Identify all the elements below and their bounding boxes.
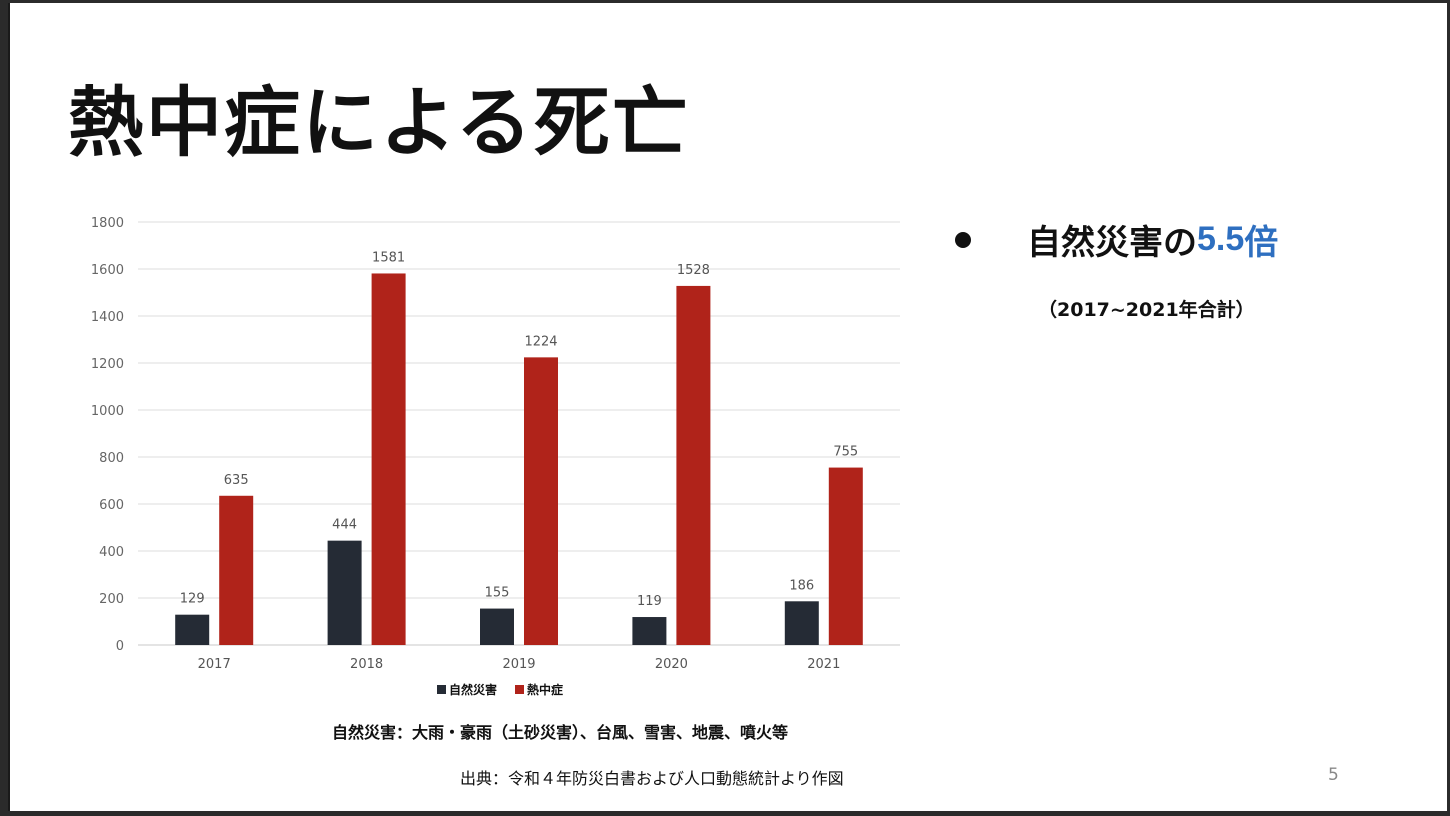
bullet-subnote: （2017~2021年合計） — [1038, 299, 1255, 321]
legend-swatch — [437, 685, 446, 694]
page-number: 5 — [1328, 765, 1339, 785]
y-tick-label: 1600 — [91, 263, 124, 278]
y-tick-label: 600 — [99, 498, 124, 513]
x-tick-label: 2017 — [198, 657, 231, 672]
bar — [524, 357, 558, 645]
data-label: 129 — [180, 592, 205, 607]
bullet-highlight-value: 5.5 — [1197, 220, 1245, 258]
y-tick-label: 1800 — [91, 216, 124, 231]
data-label: 635 — [224, 473, 249, 488]
bar — [371, 273, 406, 645]
x-tick-label: 2019 — [502, 657, 535, 672]
x-tick-label: 2020 — [655, 657, 688, 672]
data-label: 1528 — [677, 263, 710, 278]
y-tick-label: 400 — [99, 545, 124, 560]
data-label: 186 — [789, 578, 814, 593]
bullet-highlight-unit: 倍 — [1244, 223, 1279, 263]
x-tick-label: 2021 — [807, 657, 840, 672]
bar — [828, 467, 863, 645]
x-tick-label: 2018 — [350, 657, 383, 672]
bar — [632, 617, 667, 645]
bullet-point: 自然災害の 5.5 倍 — [950, 215, 1278, 264]
bar — [676, 285, 711, 645]
y-tick-label: 1400 — [91, 310, 124, 325]
bar — [327, 540, 362, 645]
slide-title: 熱中症による死亡 — [68, 78, 690, 167]
data-label: 1581 — [372, 250, 405, 265]
y-tick-label: 0 — [116, 639, 124, 654]
bar — [219, 495, 254, 645]
bar — [784, 601, 819, 645]
y-tick-label: 800 — [99, 451, 124, 466]
legend-label: 熱中症 — [527, 682, 563, 697]
data-label: 155 — [485, 586, 510, 601]
y-tick-label: 1200 — [91, 357, 124, 372]
source-citation: 出典：令和４年防災白書および人口動態統計より作図 — [460, 769, 844, 788]
y-tick-label: 200 — [99, 592, 124, 607]
legend-label: 自然災害 — [449, 682, 497, 697]
bar — [175, 614, 210, 645]
data-label: 1224 — [524, 334, 557, 349]
data-label: 755 — [833, 445, 858, 460]
bullet-dot-icon — [955, 231, 971, 248]
data-label: 119 — [637, 594, 662, 609]
bar — [480, 608, 514, 645]
slide: 熱中症による死亡 自然災害の 5.5 倍 （2017~2021年合計） 自然災害：大… — [8, 3, 1447, 811]
data-label: 444 — [332, 518, 357, 533]
y-tick-label: 1000 — [91, 404, 124, 419]
legend-swatch — [515, 685, 524, 694]
bullet-text: 自然災害の — [1027, 223, 1197, 263]
chart-footnote: 自然災害：大雨・豪雨（土砂災害）、台風、雪害、地震、噴火等 — [332, 723, 789, 742]
